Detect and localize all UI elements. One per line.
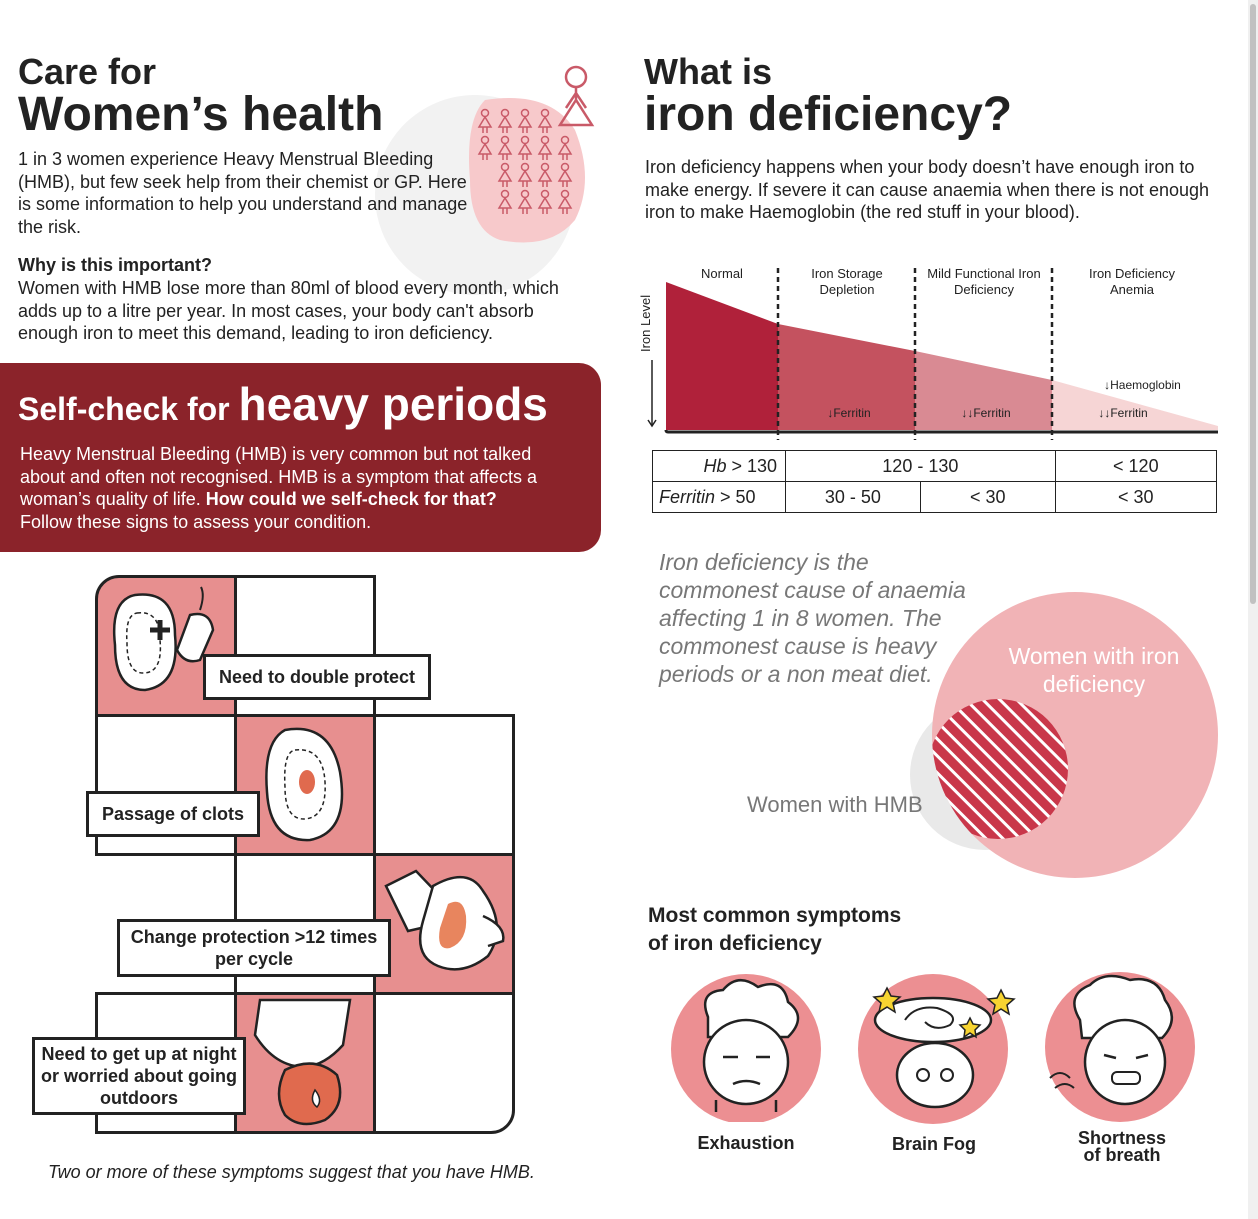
stage-area-storage (778, 324, 915, 430)
stage-label-mild: Mild Functional Iron Deficiency (927, 266, 1041, 297)
woman-figure (497, 135, 513, 160)
women-group-illustration (375, 65, 595, 295)
banner-text: Heavy Menstrual Bleeding (HMB) is very c… (20, 443, 580, 533)
ferritin-label: Ferritin (659, 486, 716, 507)
banner-text-bold: How could we self-check for that? (205, 489, 497, 509)
stage-area-mild (915, 351, 1052, 430)
symptom-label-brain-fog: Brain Fog (892, 1134, 976, 1154)
right-intro: Iron deficiency happens when your body d… (645, 157, 1210, 222)
woman-figure (537, 189, 553, 214)
woman-figure (557, 189, 573, 214)
left-intro: 1 in 3 women experience Heavy Menstrual … (18, 149, 468, 237)
symptom-label-shortness-line2: of breath (1083, 1145, 1161, 1165)
marker-ferritin-3: ↓↓Ferritin (1098, 406, 1148, 420)
woman-figure (497, 162, 513, 187)
table-row-hb: Hb > 130 120 - 130 < 120 (651, 450, 1218, 482)
symptoms-title: Most common symptoms of iron deficiency (648, 902, 901, 958)
banner-text-end: Follow these signs to assess your condit… (20, 511, 372, 532)
hb-mid-cell: 120 - 130 (785, 450, 1056, 482)
stage-label-anemia: Iron Deficiency Anemia (1089, 266, 1175, 297)
ferritin-storage-cell: 30 - 50 (785, 481, 921, 513)
banner-text-main: Heavy Menstrual Bleeding (HMB) is very c… (20, 444, 537, 509)
symptom-label-exhaustion: Exhaustion (697, 1133, 795, 1153)
stage-area-anemia (1052, 380, 1218, 430)
checklist-item-change-protection: Change protection >12 times per cycle (117, 919, 391, 977)
marker-ferritin-2: ↓↓Ferritin (961, 406, 1011, 420)
woman-figure (477, 108, 493, 133)
checklist-item-double-protect: Need to double protect (203, 654, 431, 700)
chart-ylabel: Iron Level (638, 294, 653, 352)
banner-title: Self-check for heavy periods (18, 377, 548, 431)
hb-anemia-cell: < 120 (1054, 450, 1218, 482)
banner-title-part2: heavy periods (238, 378, 548, 430)
scrollbar-track[interactable] (1248, 0, 1258, 1219)
venn-diagram (910, 592, 1218, 878)
iron-levels-table: Hb > 130 120 - 130 < 120 Ferritin > 50 3… (651, 450, 1218, 513)
checklist-item-night: Need to get up at night or worried about… (32, 1037, 246, 1115)
symptom-label-shortness-line1: Shortness (1077, 1128, 1167, 1148)
grid-cell (373, 714, 515, 856)
banner-title-part1: Self-check for (18, 391, 239, 427)
woman-figure (497, 189, 513, 214)
woman-figure (557, 162, 573, 187)
venn-quote: Iron deficiency is the commonest cause o… (659, 549, 966, 687)
woman-figure (477, 135, 493, 160)
shortness-of-breath-illustration (1045, 972, 1195, 1122)
exhaustion-illustration (671, 974, 821, 1122)
woman-figure (517, 108, 533, 133)
checklist-item-clots: Passage of clots (86, 791, 260, 837)
woman-figure (537, 162, 553, 187)
full-pad-icon (384, 869, 505, 971)
why-text: Women with HMB lose more than 80ml of bl… (18, 278, 559, 343)
woman-figure (517, 162, 533, 187)
hb-label: Hb (703, 455, 727, 476)
right-title-big: iron deficiency? (644, 88, 1013, 141)
woman-figure (537, 135, 553, 160)
marker-haemoglobin: ↓Haemoglobin (1104, 378, 1181, 392)
hb-value: > 130 (731, 455, 778, 476)
why-heading: Why is this important? (18, 255, 213, 275)
woman-figure (517, 135, 533, 160)
venn-big-label: Women with iron deficiency (1008, 643, 1180, 697)
right-title-small: What is (644, 51, 773, 92)
stage-label-storage: Iron Storage Depletion (811, 266, 883, 297)
symptom-label-shortness: Shortness of breath (1060, 1128, 1184, 1165)
left-title-big: Women’s health (18, 88, 384, 141)
stage-label-normal: Normal (701, 266, 743, 281)
venn-small-label: Women with HMB (747, 792, 923, 817)
checklist-footnote: Two or more of these symptoms suggest th… (48, 1162, 535, 1182)
symptoms-title-line2: of iron deficiency (648, 932, 822, 955)
venn-overlap (932, 699, 1068, 839)
woman-figure (497, 108, 513, 133)
grid-cell (373, 992, 515, 1134)
brain-fog-illustration (858, 974, 1016, 1124)
ferritin-mild-cell: < 30 (919, 481, 1056, 513)
woman-figure (557, 135, 573, 160)
iron-stage-chart (647, 268, 1218, 440)
clot-pad-icon (265, 727, 344, 842)
scrollbar-thumb[interactable] (1250, 4, 1256, 604)
woman-figure (537, 108, 553, 133)
marker-ferritin-1: ↓Ferritin (827, 406, 871, 420)
self-check-banner: Self-check for heavy periods Heavy Menst… (0, 363, 601, 552)
ferritin-normal-cell: Ferritin > 50 (651, 481, 787, 513)
left-title-small: Care for (18, 51, 157, 92)
symptoms-title-line1: Most common symptoms (648, 904, 902, 927)
double-pad-icon (113, 586, 215, 692)
woman-figure (517, 189, 533, 214)
stage-area-normal (666, 282, 778, 430)
underwear-icon (253, 998, 352, 1126)
ferritin-anemia-cell: < 30 (1054, 481, 1218, 513)
ferritin-value: > 50 (720, 486, 756, 507)
table-row-ferritin: Ferritin > 50 30 - 50 < 30 < 30 (651, 481, 1218, 513)
hb-normal-cell: Hb > 130 (651, 450, 787, 482)
